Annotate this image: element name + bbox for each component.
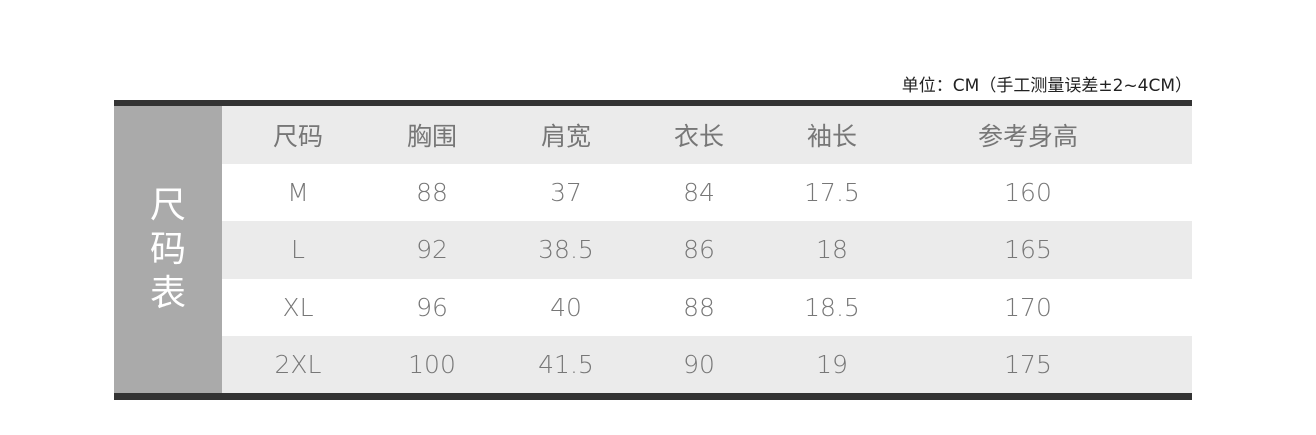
table-cell: 41.5 [538, 350, 594, 380]
table-cell: 17.5 [804, 177, 860, 207]
side-title-char: 尺 [149, 184, 186, 226]
table-cell: L [291, 235, 305, 265]
table-row: XL 96 40 88 18.5 170 [222, 279, 1192, 337]
header-row: 尺码 胸围 肩宽 衣长 袖长 参考身高 [222, 106, 1192, 164]
top-divider [114, 100, 1192, 106]
unit-note: 单位：CM（手工测量误差±2~4CM） [901, 76, 1192, 96]
table-cell: 18.5 [804, 292, 860, 322]
column-header: 胸围 [406, 121, 457, 151]
table-cell: 92 [416, 235, 448, 265]
table-row: L 92 38.5 86 18 165 [222, 221, 1192, 279]
table-cell: 96 [416, 292, 448, 322]
table-cell: M [287, 177, 309, 207]
table-cell: XL [282, 292, 314, 322]
table-cell: 88 [683, 292, 715, 322]
table-cell: 100 [408, 350, 456, 380]
table-cell: 175 [1004, 350, 1052, 380]
column-header: 参考身高 [977, 121, 1078, 151]
table-cell: 86 [683, 235, 715, 265]
table-cell: 40 [550, 292, 582, 322]
table-cell: 37 [550, 177, 582, 207]
table-row: 2XL 100 41.5 90 19 175 [222, 336, 1192, 394]
column-header: 肩宽 [540, 121, 591, 151]
column-header: 尺码 [272, 121, 323, 151]
column-header: 衣长 [673, 121, 724, 151]
table-cell: 160 [1004, 177, 1052, 207]
table-cell: 84 [683, 177, 715, 207]
table-row: M 88 37 84 17.5 160 [222, 164, 1192, 222]
table-cell: 90 [683, 350, 715, 380]
side-title: 尺 码 表 [114, 106, 222, 393]
table-cell: 170 [1004, 292, 1052, 322]
side-title-char: 码 [149, 228, 186, 270]
table-cell: 165 [1004, 235, 1052, 265]
table-cell: 19 [816, 350, 848, 380]
side-title-char: 表 [149, 272, 186, 314]
bottom-divider [114, 393, 1192, 400]
table-cell: 2XL [274, 350, 322, 380]
table-cell: 88 [416, 177, 448, 207]
column-header: 袖长 [806, 121, 857, 151]
table-cell: 38.5 [538, 235, 594, 265]
table-cell: 18 [816, 235, 848, 265]
